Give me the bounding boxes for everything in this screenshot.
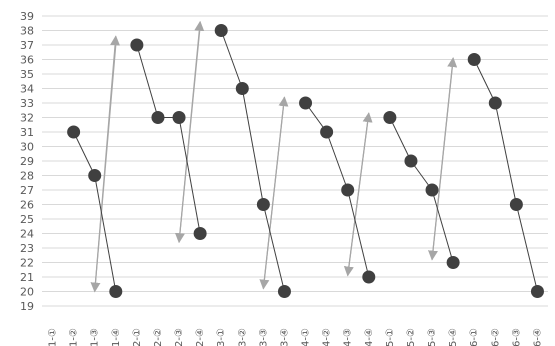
y-tick-label: 29 [20, 155, 34, 168]
y-tick-label: 36 [20, 54, 34, 67]
series-line-segment [220, 30, 243, 89]
series-line-segment [473, 59, 496, 104]
series-line-segment [262, 204, 285, 292]
x-tick-label: 6-③ [511, 328, 522, 346]
x-tick-label: 3-② [237, 328, 248, 346]
x-tick-label: 4-③ [343, 328, 354, 346]
x-tick-label: 4-④ [364, 328, 375, 346]
x-tick-label: 3-④ [279, 328, 290, 346]
data-point [109, 285, 123, 298]
x-tick-label: 5-① [385, 328, 396, 346]
x-tick-label: 1-① [48, 328, 59, 346]
y-tick-label: 22 [20, 257, 34, 270]
y-tick-label: 38 [20, 25, 34, 38]
data-point [193, 227, 207, 240]
x-tick-label: 4-② [322, 328, 333, 346]
series-line-segment [326, 131, 349, 191]
y-tick-label: 30 [20, 141, 34, 154]
y-tick-label: 39 [20, 10, 34, 23]
annotation-arrow [178, 20, 205, 243]
x-tick-label: 2-④ [195, 328, 206, 346]
arrows [90, 20, 458, 293]
data-point [383, 111, 397, 124]
y-tick-label: 21 [20, 271, 34, 284]
data-point [320, 125, 334, 139]
series-points [67, 24, 544, 298]
x-tick-label: 2-① [132, 328, 143, 346]
x-tick-label: 2-② [153, 328, 164, 346]
series-line-segment [94, 175, 117, 292]
annotation-arrow [262, 96, 289, 289]
data-point [341, 183, 355, 197]
data-point [509, 198, 523, 211]
data-point [151, 111, 165, 124]
series-line-segment [73, 131, 96, 176]
x-tick-label: 1-③ [90, 328, 101, 346]
data-point [130, 38, 144, 52]
y-tick-label: 32 [20, 112, 34, 125]
x-tick-label: 3-① [216, 328, 227, 346]
series-line-segment [178, 117, 201, 234]
x-tick-label: 4-① [301, 328, 312, 346]
series-line-segment [431, 189, 454, 263]
data-point [530, 285, 544, 298]
y-tick-label: 27 [20, 184, 34, 197]
series-line-segment [347, 189, 370, 278]
y-tick-label: 28 [20, 170, 34, 183]
annotation-arrow [347, 112, 373, 276]
data-point [67, 125, 81, 139]
data-point [446, 256, 460, 269]
y-tick-label: 20 [20, 286, 34, 299]
annotation-arrow [431, 57, 458, 260]
y-tick-label: 31 [20, 126, 34, 139]
x-tick-label: 5-③ [427, 328, 438, 346]
y-tick-label: 35 [20, 68, 34, 81]
data-point [488, 96, 502, 110]
x-tick-label: 6-① [469, 328, 480, 346]
y-tick-label: 25 [20, 213, 34, 226]
y-tick-label: 33 [20, 97, 34, 110]
data-point [172, 111, 186, 124]
data-point [467, 53, 481, 66]
data-point [425, 183, 439, 197]
data-point [214, 24, 228, 37]
y-tick-label: 23 [20, 242, 34, 255]
x-tick-label: 6-② [490, 328, 501, 346]
x-axis: 1-① 1-② 1-③ 1-④ 2-① 2-② 2-③ 2-④ 3-① 3-② 3-③ 3-④ 4-① 4… [48, 328, 544, 346]
series-line-segment [389, 117, 412, 162]
annotation-arrow [94, 35, 121, 292]
y-tick-label: 37 [20, 39, 34, 52]
y-tick-label: 19 [20, 300, 34, 313]
x-tick-label: 1-④ [111, 328, 122, 346]
data-point [362, 270, 376, 284]
y-tick-label: 34 [20, 83, 34, 96]
series-line-segment [515, 204, 538, 292]
data-point [277, 285, 291, 298]
x-tick-label: 6-④ [532, 328, 543, 346]
data-point [404, 154, 418, 168]
y-tick-label: 24 [20, 228, 34, 241]
series-line-segment [241, 88, 264, 205]
data-point [235, 82, 249, 95]
gridlines [42, 15, 548, 307]
x-tick-label: 5-④ [448, 328, 459, 346]
series-line-segment [136, 44, 159, 118]
x-tick-label: 5-② [406, 328, 417, 346]
y-tick-label: 26 [20, 199, 34, 212]
data-point [256, 198, 270, 211]
data-point [299, 96, 313, 110]
data-point [88, 169, 102, 182]
x-tick-label: 1-② [69, 328, 80, 346]
x-tick-label: 3-③ [258, 328, 269, 346]
x-tick-label: 2-③ [174, 328, 185, 346]
series-line-segment [494, 102, 517, 205]
